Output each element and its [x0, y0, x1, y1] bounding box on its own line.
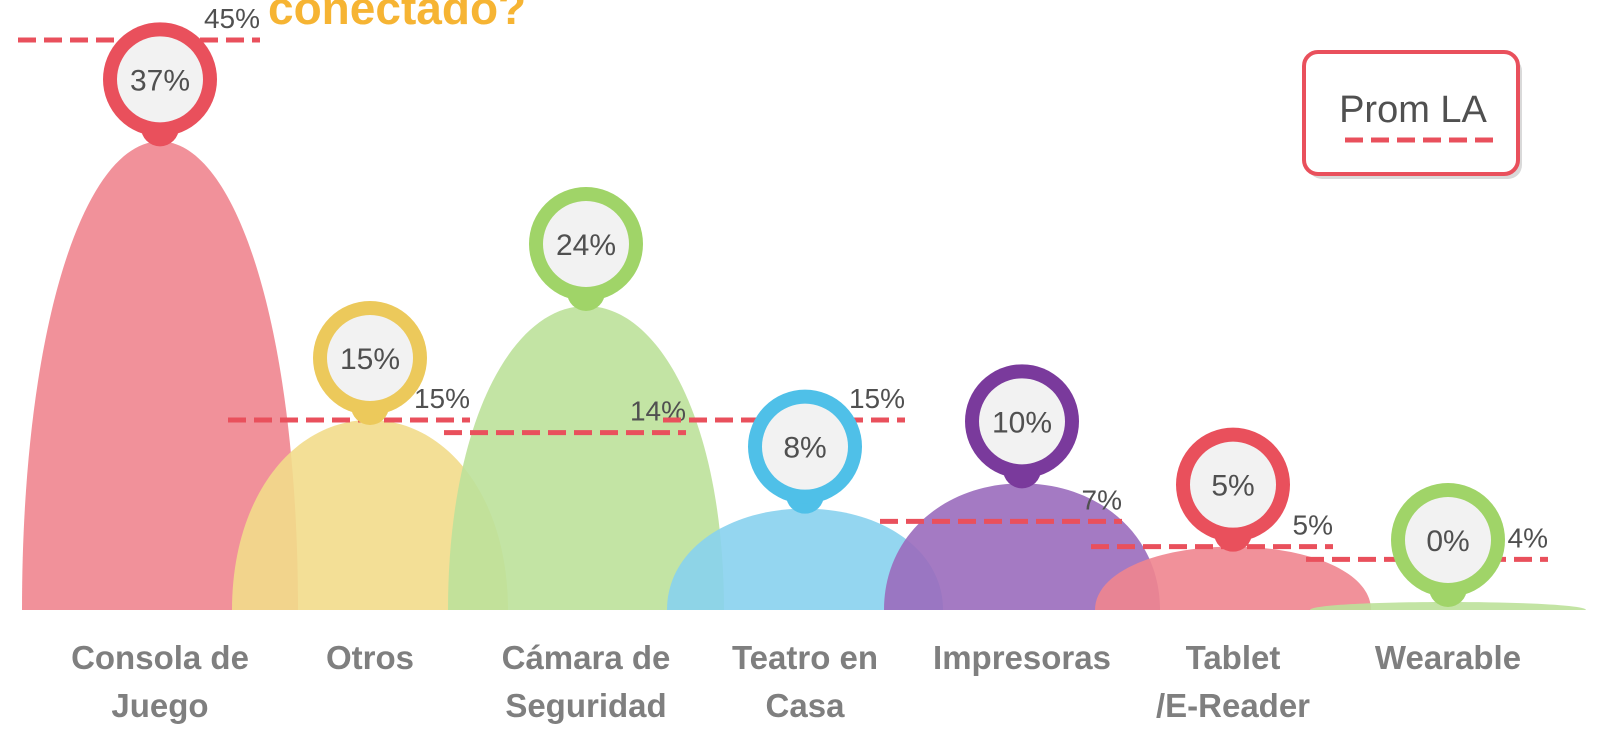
- hump: [1095, 546, 1371, 610]
- x-tick-label: Impresoras: [933, 639, 1111, 676]
- value-label: 8%: [783, 432, 826, 465]
- plot-area: 45%15% 14% 15%7%5% 4%37%Consola deJuego15%O…: [18, 3, 1586, 724]
- legend-label: Prom LA: [1339, 89, 1487, 131]
- average-label: 4%: [1508, 522, 1548, 553]
- hump: [232, 420, 508, 610]
- x-tick-label: Teatro en: [732, 639, 878, 676]
- average-label: 15%: [414, 383, 470, 414]
- pin-face: [117, 36, 203, 123]
- x-tick-label: Casa: [766, 687, 846, 724]
- x-tick-label: Tablet: [1186, 639, 1281, 676]
- hump: [667, 508, 943, 610]
- chart-title: conectado?: [268, 0, 526, 34]
- value-label: 15%: [340, 343, 400, 376]
- average-label: 15%: [849, 383, 905, 414]
- x-tick-label: Seguridad: [505, 687, 666, 724]
- pin-face: [979, 378, 1065, 465]
- x-tick-label: Wearable: [1375, 639, 1521, 676]
- x-tick-label: Consola de: [71, 639, 249, 676]
- x-tick-label: /E-Reader: [1156, 687, 1310, 724]
- average-label: 45%: [204, 3, 260, 34]
- legend-box: [1302, 50, 1520, 176]
- pin-face: [543, 201, 629, 287]
- x-tick-label: Cámara de: [502, 639, 671, 676]
- pin-face: [1190, 441, 1276, 528]
- average-label: 5%: [1293, 510, 1333, 541]
- pin-face: [762, 403, 848, 490]
- value-label: 0%: [1426, 525, 1469, 558]
- legend: Prom LA: [1302, 50, 1522, 179]
- hump: [884, 483, 1160, 610]
- value-label: 10%: [992, 406, 1052, 439]
- average-label: 7%: [1082, 484, 1122, 515]
- x-tick-label: Juego: [111, 687, 208, 724]
- hump: [22, 141, 298, 611]
- value-label: 24%: [556, 229, 616, 262]
- value-label: 5%: [1211, 470, 1254, 503]
- value-label: 37%: [130, 64, 190, 97]
- pin-face: [327, 315, 413, 401]
- pin-face: [1405, 497, 1491, 583]
- x-tick-label: Otros: [326, 639, 414, 676]
- hump: [448, 306, 724, 610]
